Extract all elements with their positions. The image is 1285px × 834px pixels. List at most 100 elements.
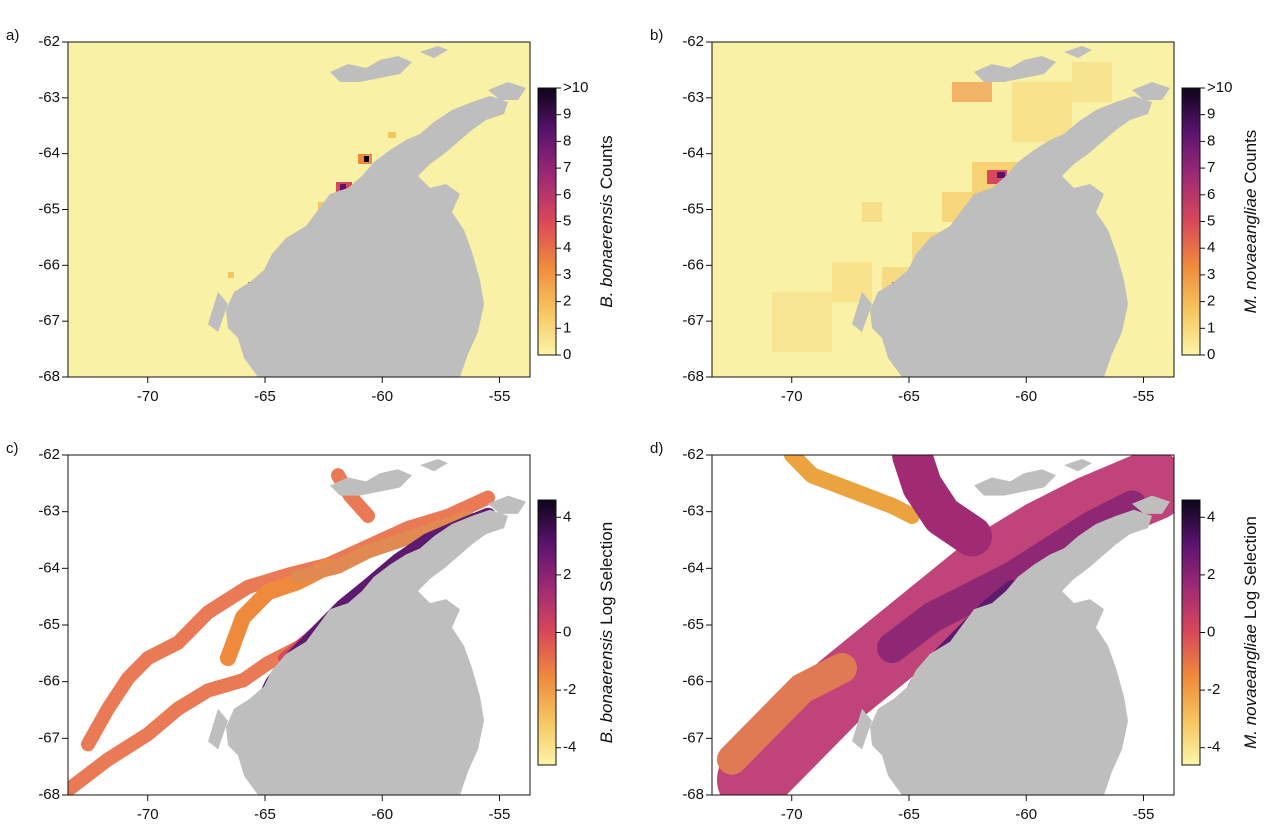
colorbar-tick-label: 4 <box>1207 239 1215 256</box>
colorbar-title: B. bonaerensis Counts <box>597 135 616 307</box>
colorbar-tick-label: 8 <box>563 132 571 149</box>
colorbar-label: Log Selection <box>597 522 616 625</box>
species-name: M. novaeangliae <box>1241 189 1260 314</box>
species-name: B. bonaerensis <box>597 194 616 308</box>
colorbar-tick-label: 0 <box>563 346 571 363</box>
colorbar-tick-label: 0 <box>1207 346 1215 363</box>
y-tick-label: -66 <box>682 673 704 690</box>
y-tick-label: -62 <box>682 33 704 50</box>
colorbar-tick-label: 2 <box>563 293 571 310</box>
y-tick-label: -67 <box>682 312 704 329</box>
colorbar <box>1181 87 1201 356</box>
colorbar-tick-label: 2 <box>1207 566 1215 583</box>
species-name: M. novaeangliae <box>1241 624 1260 749</box>
x-tick-label: -60 <box>371 806 393 823</box>
y-tick-label: -66 <box>38 256 60 273</box>
y-tick-label: -63 <box>682 89 704 106</box>
colorbar-tick-label: 0 <box>1207 623 1215 640</box>
x-tick-label: -65 <box>254 806 276 823</box>
colorbar-tick-label: -4 <box>1207 739 1220 756</box>
colorbar <box>537 87 557 356</box>
y-tick-label: -66 <box>682 256 704 273</box>
y-tick-label: -63 <box>38 503 60 520</box>
x-tick-label: -65 <box>254 388 276 405</box>
map-panel <box>712 455 1174 795</box>
y-tick-label: -65 <box>682 616 704 633</box>
x-tick-label: -55 <box>489 806 511 823</box>
panel-label: a) <box>6 27 19 44</box>
x-tick-label: -55 <box>1133 806 1155 823</box>
colorbar-tick-label: 1 <box>563 319 571 336</box>
colorbar-tick-label: 9 <box>563 106 571 123</box>
colorbar-tick-label: 5 <box>1207 212 1215 229</box>
y-tick-label: -65 <box>38 200 60 217</box>
colorbar-tick-label: 2 <box>563 566 571 583</box>
y-tick-label: -66 <box>38 673 60 690</box>
colorbar-tick-label: 9 <box>1207 106 1215 123</box>
colorbar-tick-label: 2 <box>1207 293 1215 310</box>
colorbar-label: Counts <box>1241 130 1260 184</box>
colorbar <box>1181 499 1201 766</box>
x-tick-label: -55 <box>1133 388 1155 405</box>
x-tick-label: -70 <box>781 388 803 405</box>
y-tick-label: -64 <box>38 559 60 576</box>
y-tick-label: -64 <box>682 145 704 162</box>
x-tick-label: -60 <box>1015 388 1037 405</box>
y-tick-label: -64 <box>38 145 60 162</box>
y-tick-label: -62 <box>682 446 704 463</box>
colorbar-tick-label: 4 <box>1207 508 1215 525</box>
colorbar-tick-label: 8 <box>1207 132 1215 149</box>
y-tick-label: -65 <box>682 200 704 217</box>
colorbar-tick-label: -2 <box>563 681 576 698</box>
x-tick-label: -70 <box>137 388 159 405</box>
x-tick-label: -65 <box>898 388 920 405</box>
x-tick-label: -70 <box>137 806 159 823</box>
map-panel <box>68 455 530 795</box>
y-tick-label: -67 <box>38 312 60 329</box>
colorbar-tick-label: 3 <box>563 266 571 283</box>
map-panel <box>68 42 530 377</box>
colorbar-label: Log Selection <box>1241 516 1260 619</box>
colorbar <box>537 499 557 766</box>
y-tick-label: -67 <box>38 729 60 746</box>
colorbar-tick-label: -4 <box>563 739 576 756</box>
y-tick-label: -68 <box>682 368 704 385</box>
y-tick-label: -68 <box>38 786 60 803</box>
colorbar-tick-label: 4 <box>563 239 571 256</box>
x-tick-label: -55 <box>489 388 511 405</box>
panel-label: b) <box>650 27 663 44</box>
colorbar-tick-label: 5 <box>563 212 571 229</box>
colorbar-title: M. novaeangliae Counts <box>1241 130 1260 314</box>
colorbar-tick-label: 6 <box>1207 186 1215 203</box>
colorbar-tick-label: 7 <box>563 159 571 176</box>
colorbar-title: M. novaeangliae Log Selection <box>1241 516 1260 749</box>
species-name: B. bonaerensis <box>597 629 616 743</box>
colorbar-tick-label: >10 <box>563 79 588 96</box>
x-tick-label: -70 <box>781 806 803 823</box>
y-tick-label: -68 <box>682 786 704 803</box>
colorbar-tick-label: 4 <box>563 508 571 525</box>
y-tick-label: -65 <box>38 616 60 633</box>
colorbar-tick-label: >10 <box>1207 79 1232 96</box>
y-tick-label: -68 <box>38 368 60 385</box>
y-tick-label: -63 <box>38 89 60 106</box>
y-tick-label: -67 <box>682 729 704 746</box>
x-tick-label: -60 <box>371 388 393 405</box>
colorbar-tick-label: 1 <box>1207 319 1215 336</box>
y-tick-label: -62 <box>38 33 60 50</box>
panel-label: d) <box>650 440 663 457</box>
map-panel <box>712 42 1174 377</box>
colorbar-title: B. bonaerensis Log Selection <box>597 522 616 743</box>
panel-label: c) <box>6 440 19 457</box>
y-tick-label: -64 <box>682 559 704 576</box>
colorbar-tick-label: 3 <box>1207 266 1215 283</box>
y-tick-label: -62 <box>38 446 60 463</box>
colorbar-tick-label: 0 <box>563 623 571 640</box>
y-tick-label: -63 <box>682 503 704 520</box>
colorbar-label: Counts <box>597 135 616 189</box>
colorbar-tick-label: 7 <box>1207 159 1215 176</box>
x-tick-label: -60 <box>1015 806 1037 823</box>
colorbar-tick-label: -2 <box>1207 681 1220 698</box>
colorbar-tick-label: 6 <box>563 186 571 203</box>
